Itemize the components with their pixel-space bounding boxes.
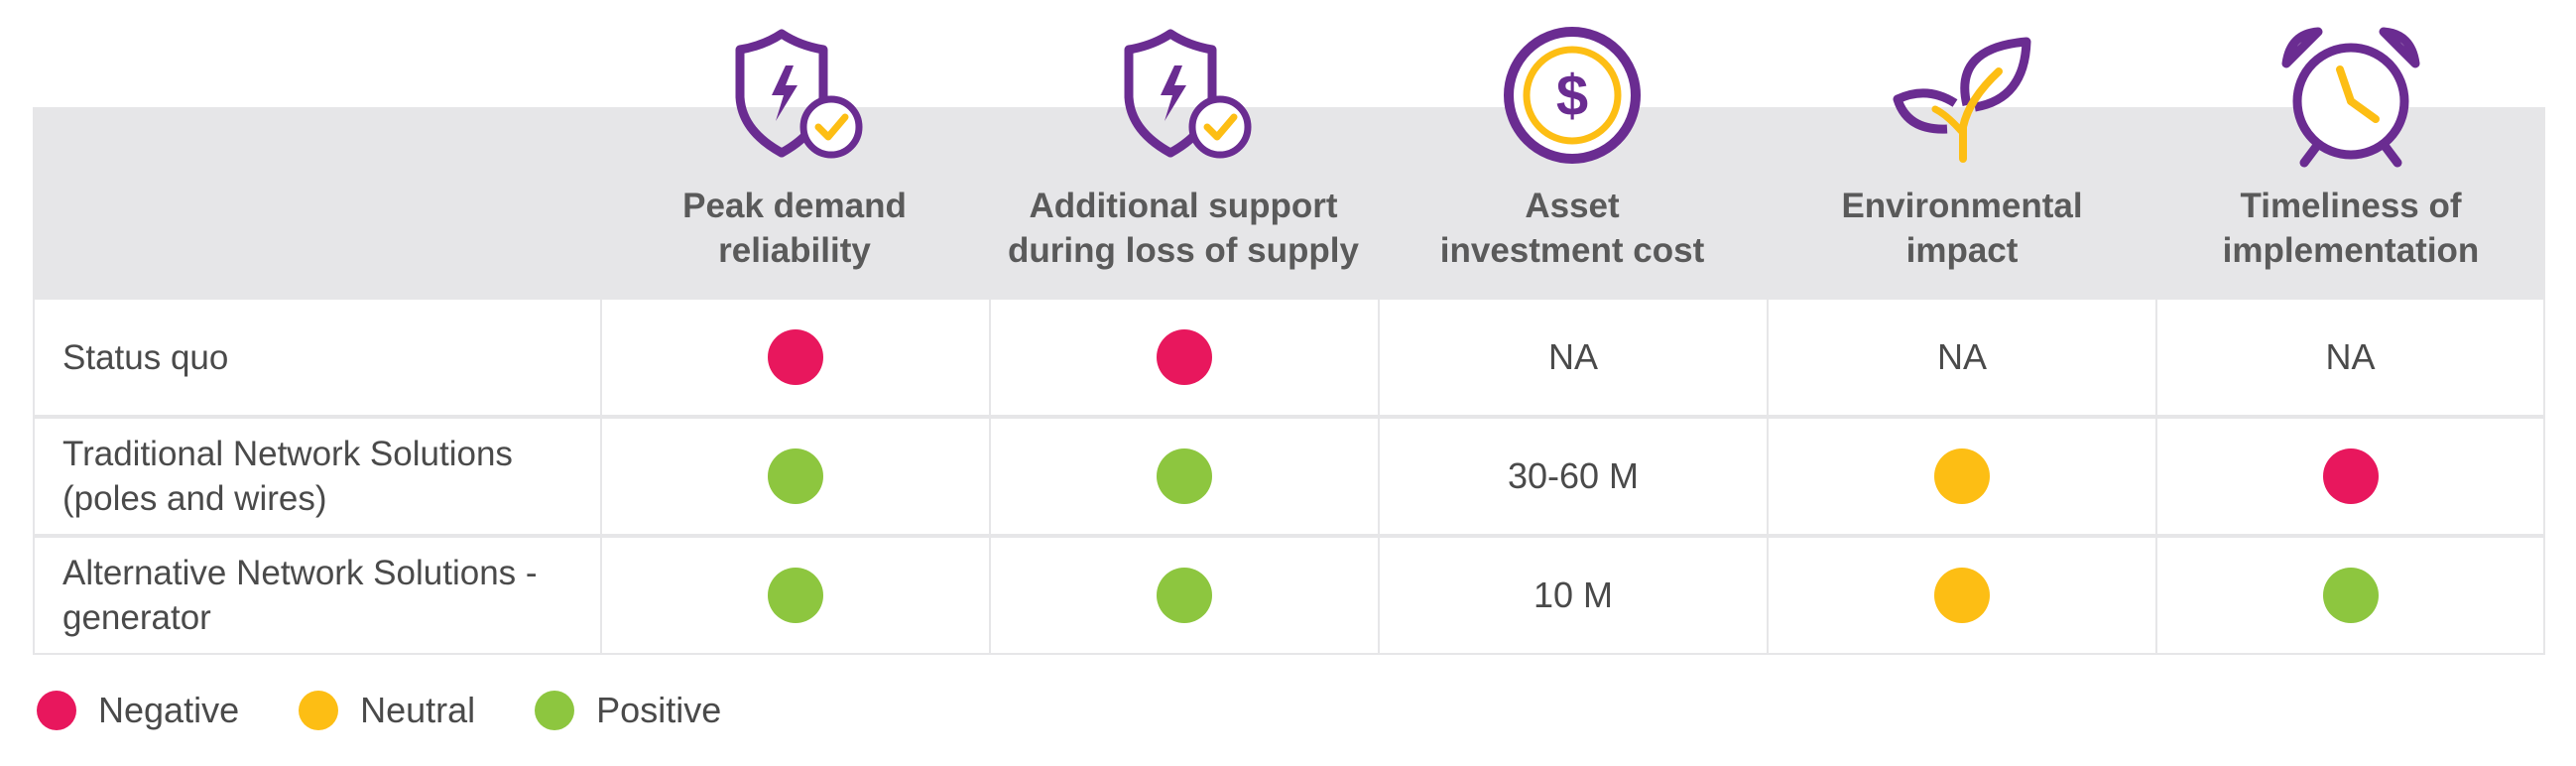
status-dot bbox=[2322, 568, 2379, 623]
table-cell bbox=[1767, 417, 2157, 536]
column-header-additional-support: Additional support during loss of supply bbox=[1008, 187, 1359, 270]
legend-item-negative: Negative bbox=[37, 690, 239, 731]
table-cell: NA bbox=[1378, 298, 1769, 417]
legend-dot bbox=[299, 691, 339, 730]
status-dot bbox=[1934, 568, 1990, 623]
column-header-asset-cost: Asset investment cost bbox=[1439, 187, 1705, 270]
table-cell: 10 M bbox=[1378, 536, 1769, 655]
column-header-environmental: Environmental impact bbox=[1841, 187, 2083, 270]
column-header-timeliness: Timeliness of implementation bbox=[2222, 187, 2480, 270]
table-cell bbox=[1767, 536, 2157, 655]
row-label: Alternative Network Solutions - generato… bbox=[33, 536, 602, 655]
status-dot bbox=[1157, 568, 1212, 623]
table-header-band bbox=[33, 107, 2545, 298]
table-row: Status quo NA NA NA bbox=[33, 298, 2545, 417]
shield-bolt-check-icon bbox=[1109, 20, 1258, 169]
legend-label: Positive bbox=[596, 690, 722, 730]
table-cell bbox=[989, 417, 1380, 536]
dollar-coin-icon: $ bbox=[1498, 20, 1647, 169]
table-cell bbox=[600, 298, 991, 417]
legend-label: Negative bbox=[98, 690, 240, 730]
comparison-table: Status quo NA NA NA Traditional Network … bbox=[33, 298, 2545, 655]
cell-value: 30-60 M bbox=[1507, 455, 1640, 496]
shield-bolt-check-icon bbox=[720, 20, 869, 169]
row-label: Status quo bbox=[33, 298, 602, 417]
cell-value: NA bbox=[1547, 336, 1598, 377]
row-label: Traditional Network Solutions (poles and… bbox=[33, 417, 602, 536]
alarm-clock-icon bbox=[2276, 20, 2425, 169]
table-cell bbox=[989, 298, 1380, 417]
table-row: Alternative Network Solutions - generato… bbox=[33, 536, 2545, 655]
status-dot bbox=[768, 329, 823, 385]
table-cell bbox=[600, 536, 991, 655]
cell-value: NA bbox=[1936, 336, 1987, 377]
table-row: Traditional Network Solutions (poles and… bbox=[33, 417, 2545, 536]
status-dot bbox=[768, 448, 823, 504]
leaf-plant-icon bbox=[1888, 20, 2036, 169]
legend: Negative Neutral Positive bbox=[37, 687, 781, 734]
legend-item-neutral: Neutral bbox=[299, 690, 475, 731]
cell-value: NA bbox=[2325, 336, 2376, 377]
status-dot bbox=[1934, 448, 1990, 504]
table-cell bbox=[2155, 417, 2545, 536]
legend-dot bbox=[37, 691, 76, 730]
column-header-peak-demand: Peak demand reliability bbox=[682, 187, 907, 270]
table-cell bbox=[989, 536, 1380, 655]
table-cell: NA bbox=[2155, 298, 2545, 417]
legend-label: Neutral bbox=[360, 690, 476, 730]
table-cell bbox=[2155, 536, 2545, 655]
legend-dot bbox=[535, 691, 575, 730]
table-cell: 30-60 M bbox=[1378, 417, 1769, 536]
status-dot bbox=[768, 568, 823, 623]
status-dot bbox=[2322, 448, 2379, 504]
table-cell bbox=[600, 417, 991, 536]
status-dot bbox=[1157, 448, 1212, 504]
table-cell: NA bbox=[1767, 298, 2157, 417]
cell-value: 10 M bbox=[1533, 574, 1614, 615]
svg-text:$: $ bbox=[1556, 64, 1588, 128]
status-dot bbox=[1157, 329, 1212, 385]
legend-item-positive: Positive bbox=[535, 690, 721, 731]
